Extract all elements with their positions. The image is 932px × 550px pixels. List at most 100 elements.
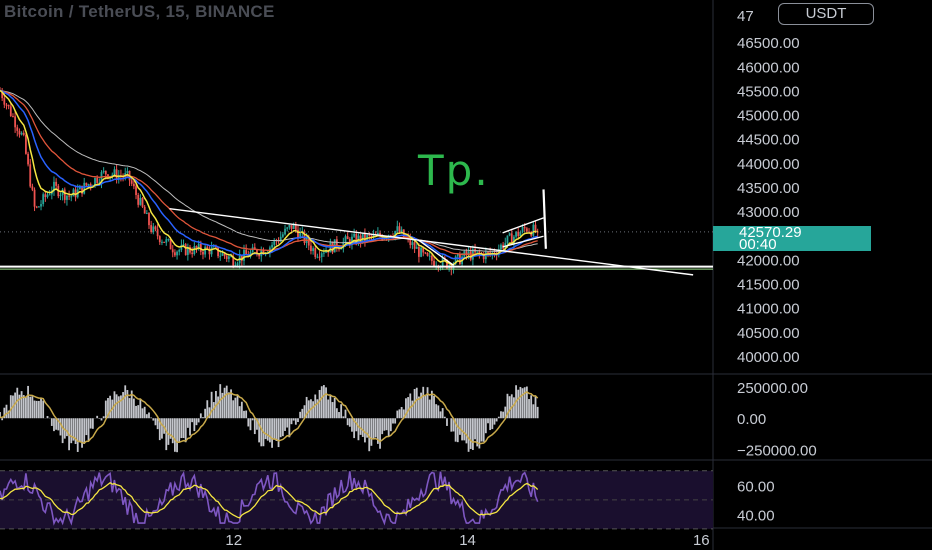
oscillator-bar bbox=[126, 390, 129, 419]
candle-body bbox=[215, 246, 217, 248]
oscillator-bar bbox=[91, 418, 94, 429]
oscillator-bar bbox=[430, 390, 433, 419]
oscillator-bar bbox=[452, 418, 455, 432]
candle-body bbox=[59, 194, 62, 197]
oscillator-bar bbox=[232, 400, 235, 419]
oscillator-bar bbox=[517, 389, 520, 419]
candle-body bbox=[219, 255, 222, 257]
candle-body bbox=[346, 236, 349, 240]
oscillator-bar bbox=[1, 418, 4, 421]
candle-body bbox=[217, 247, 219, 257]
oscillator-bar bbox=[418, 396, 420, 419]
oscillator-bar bbox=[0, 412, 1, 419]
currency-button[interactable]: USDT bbox=[778, 3, 874, 25]
candle-body bbox=[152, 226, 155, 232]
candle-body bbox=[195, 246, 198, 249]
oscillator-bar bbox=[98, 418, 101, 419]
oscillator-bar bbox=[301, 408, 304, 419]
ma-red-line bbox=[0, 89, 538, 256]
oscillator-bar bbox=[25, 396, 27, 419]
oscillator-bar bbox=[454, 418, 457, 442]
price-tick-label: 43000.00 bbox=[737, 204, 800, 221]
candle-body bbox=[37, 206, 40, 208]
oscillator-bar bbox=[340, 404, 343, 419]
oscillator-bar bbox=[9, 395, 12, 419]
rsi-tick-label: 60.00 bbox=[737, 478, 775, 495]
oscillator-bar bbox=[368, 418, 371, 452]
oscillator-bar bbox=[344, 409, 347, 419]
oscillator-bar bbox=[33, 400, 36, 419]
oscillator-bar bbox=[107, 398, 109, 419]
oscillator-bar bbox=[223, 387, 226, 419]
candle-body bbox=[27, 153, 29, 165]
candle-body bbox=[78, 185, 81, 190]
price-tick-label: 40500.00 bbox=[737, 325, 800, 342]
candle-body bbox=[424, 252, 427, 254]
oscillator-bar bbox=[120, 395, 122, 419]
oscillator-bar bbox=[456, 418, 459, 443]
oscillator-bar bbox=[169, 418, 172, 439]
candle-body bbox=[273, 240, 276, 245]
rsi-tick-label: 40.00 bbox=[737, 507, 775, 524]
price-tick-label: 44500.00 bbox=[737, 132, 800, 149]
candle-body bbox=[389, 235, 392, 237]
candle-body bbox=[245, 249, 248, 255]
oscillator-bar bbox=[245, 410, 248, 419]
candle-body bbox=[284, 228, 286, 235]
candle-body bbox=[258, 254, 261, 257]
price-tick-label: 40000.00 bbox=[737, 349, 800, 366]
oscillator-bar bbox=[506, 393, 509, 419]
oscillator-bar bbox=[400, 407, 403, 419]
time-tick-label: 16 bbox=[693, 532, 710, 549]
candle-body bbox=[487, 251, 489, 253]
oscillator-bar bbox=[273, 418, 276, 440]
rsi-pane bbox=[0, 470, 713, 530]
candle-body bbox=[184, 244, 187, 255]
oscillator-tick-label: 0.00 bbox=[737, 411, 766, 428]
candle-body bbox=[104, 170, 107, 175]
oscillator-bar bbox=[532, 404, 535, 419]
oscillator-bar bbox=[422, 386, 425, 419]
candle-body bbox=[161, 241, 163, 243]
oscillator-bar bbox=[18, 394, 21, 419]
oscillator-bar bbox=[471, 418, 474, 451]
oscillator-bar bbox=[55, 418, 58, 430]
candle-body bbox=[9, 106, 12, 117]
oscillator-bar bbox=[14, 392, 17, 419]
oscillator-bar bbox=[66, 418, 68, 437]
oscillator-bar bbox=[299, 411, 302, 419]
oscillator-bar bbox=[236, 394, 239, 419]
candle-body bbox=[271, 244, 273, 248]
candle-body bbox=[223, 253, 226, 257]
candle-body bbox=[441, 257, 444, 268]
oscillator-bar bbox=[437, 405, 440, 419]
candle-body bbox=[318, 256, 321, 258]
oscillator-bar bbox=[497, 416, 500, 419]
bar-countdown-label: 00:40 bbox=[739, 236, 777, 253]
oscillator-bar bbox=[81, 418, 83, 448]
oscillator-bar bbox=[212, 402, 215, 419]
oscillator-bar bbox=[286, 418, 289, 428]
candle-body bbox=[111, 174, 114, 176]
oscillator-bar bbox=[247, 418, 250, 427]
candle-body bbox=[234, 265, 237, 267]
candle-body bbox=[426, 252, 429, 256]
candle-body bbox=[508, 233, 511, 236]
oscillator-bar bbox=[132, 398, 135, 419]
candle-body bbox=[221, 253, 224, 256]
price-tick-label: 43500.00 bbox=[737, 180, 800, 197]
oscillator-bar bbox=[171, 418, 174, 444]
candle-body bbox=[68, 195, 70, 197]
drawn-trendlines bbox=[0, 189, 713, 276]
oscillator-bar bbox=[31, 396, 34, 419]
candle-body bbox=[422, 247, 425, 253]
price-tick-label: 45500.00 bbox=[737, 83, 800, 100]
oscillator-bar bbox=[46, 415, 49, 419]
oscillator-bar bbox=[141, 408, 144, 419]
oscillator-bar bbox=[467, 418, 470, 452]
candle-body bbox=[469, 251, 472, 260]
candle-body bbox=[40, 204, 42, 207]
candle-body bbox=[361, 233, 364, 243]
tp-annotation: Tp. bbox=[418, 146, 490, 195]
